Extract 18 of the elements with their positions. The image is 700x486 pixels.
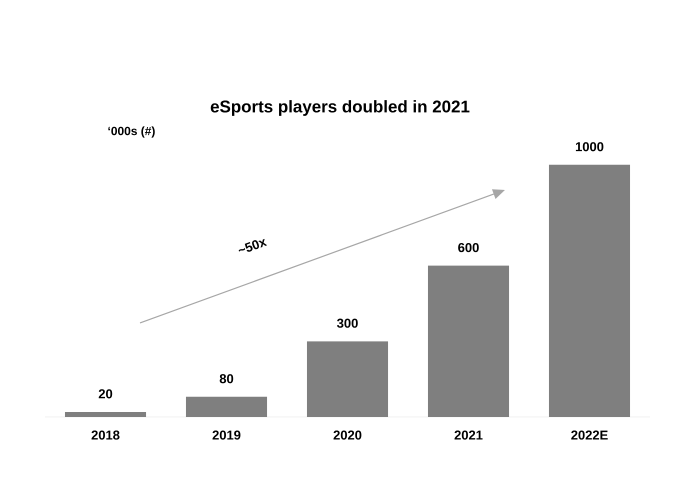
x-tick-label: 2021 bbox=[454, 430, 483, 440]
x-tick-label: 2019 bbox=[212, 430, 240, 440]
data-label: 1000 bbox=[576, 142, 604, 152]
bar bbox=[306, 341, 388, 417]
data-label: 80 bbox=[220, 374, 234, 384]
annotation: ~50x bbox=[238, 238, 268, 252]
data-label: 20 bbox=[98, 389, 112, 398]
x-tick-label: 2018 bbox=[92, 430, 120, 440]
bar bbox=[428, 266, 510, 417]
x-tick-label: 2020 bbox=[334, 430, 362, 440]
x-tick-label: 2022E bbox=[571, 430, 608, 440]
bar bbox=[186, 396, 268, 417]
bar bbox=[548, 164, 630, 417]
data-label: 600 bbox=[458, 242, 479, 252]
data-label: 300 bbox=[337, 318, 358, 328]
chart-title: eSports players doubled in 2021 bbox=[210, 100, 470, 116]
bar bbox=[64, 412, 146, 417]
chart-subtitle: ‘000s (#) bbox=[108, 126, 155, 138]
